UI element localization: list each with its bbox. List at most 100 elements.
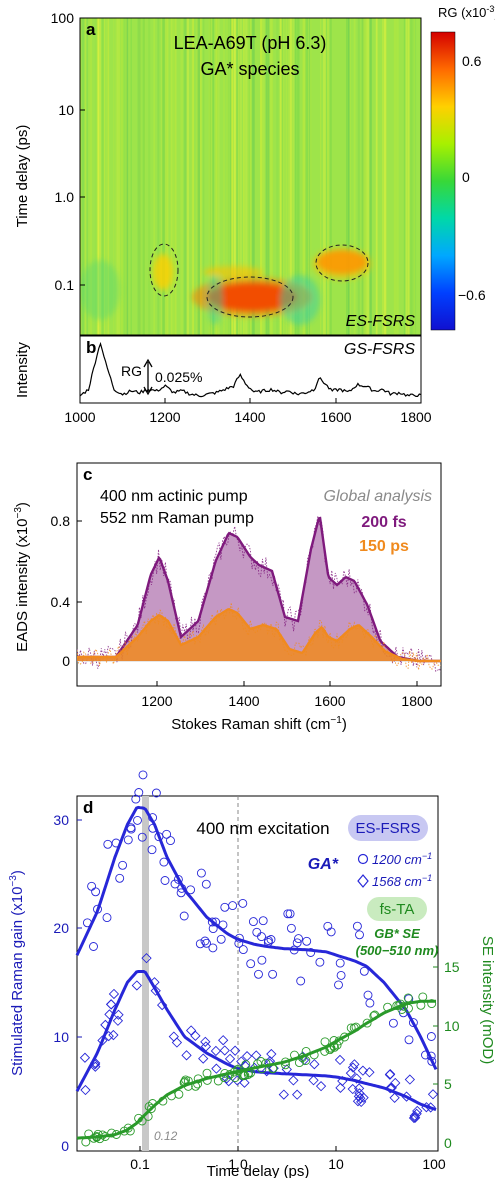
y-tick-label: 0.1 [55,277,75,293]
panel-a-title-line1: LEA-A69T (pH 6.3) [174,33,327,53]
heatmap-texture [80,18,417,335]
data-point [102,913,112,923]
heatmap-streak [97,18,100,335]
fit-curve-2 [76,999,436,1140]
data-point [266,1048,277,1060]
panel-a-letter: a [86,20,96,39]
heatmap-streak [243,18,245,335]
heatmap-streak [140,18,142,335]
data-point [115,873,125,883]
gs-fsrs-spectrum [79,341,422,398]
heatmap-streak [237,18,240,335]
heatmap-streak [304,18,306,335]
data-point [351,1073,362,1084]
data-point [208,943,218,953]
data-point [170,879,180,889]
data-point [112,1015,124,1026]
data-point [160,876,170,885]
data-point [218,1035,229,1046]
panel-c-xticks: 1200 1400 1600 1800 [141,681,433,709]
data-point [174,1089,184,1099]
data-point [357,1065,369,1076]
panel-b-xticks: 1000 1200 1400 1600 1800 [64,398,432,425]
data-point [359,966,369,976]
data-point [353,1083,365,1094]
heatmap-streak [269,18,272,335]
colorbar: RG (x10-3) 0.6 0 −0.6 [430,4,495,331]
data-point [349,1059,360,1070]
y-tick-label: 10 [53,1029,69,1045]
heatmap-streak [233,18,237,335]
panel-c-text-line1: 400 nm actinic pump [100,488,248,505]
heatmap-streak [363,18,365,335]
heatmap-streak [403,18,406,335]
data-point [97,1035,108,1046]
heatmap-streak [283,18,285,335]
heatmap-streak [281,18,283,335]
data-point [334,980,343,990]
panel-b: b GS-FSRS Intensity RG 0.025% 1000 1200 … [14,335,432,425]
panel-c-letter: c [83,465,92,484]
data-point [185,1025,197,1036]
heatmap-streak [130,18,132,335]
data-point [389,1092,400,1103]
data-point [166,836,175,846]
data-point [89,942,98,951]
heatmap-streak [309,18,311,335]
data-point [296,976,306,986]
heatmap-streak [407,18,410,335]
data-point [150,985,161,996]
x-tick-label: 0.1 [130,1156,150,1172]
data-point [131,980,142,991]
panel-d-yticks-left: 30 20 10 0 [53,812,82,1154]
heatmap-streak [86,18,89,335]
data-point [246,959,256,969]
x-tick-label: 1200 [141,693,172,709]
scale-bar-value: 0.025% [155,369,202,385]
data-point [427,999,437,1009]
heatmap-streak [292,18,294,335]
legend-entry: 150 ps [359,538,409,555]
heatmap-streak [233,18,237,335]
heatmap-streak [238,18,240,335]
heatmap-streak [104,18,106,335]
data-point [196,868,206,878]
heatmap-streak [263,18,265,335]
heatmap-streak [288,18,290,335]
data-point [347,1062,359,1073]
pill-es-fsrs [348,815,428,841]
heatmap-streak [106,18,110,335]
data-point [151,788,161,798]
panel-d-xticks: 0.1 1.0 10 100 [130,1146,446,1172]
data-point [202,938,211,948]
data-point [320,1037,330,1047]
heatmap-streak [123,18,126,335]
data-point [248,917,258,927]
data-point [409,1110,420,1121]
data-point [264,1058,275,1069]
heatmap-streak [99,18,101,335]
heatmap-streak [329,18,332,335]
data-point [228,901,238,911]
data-point [171,1037,183,1048]
heatmap-streak [226,18,229,335]
data-point [113,1009,124,1020]
data-point [200,936,210,946]
panel-d-title: 400 nm excitation [196,819,329,838]
eads-fit-0 [77,516,441,663]
data-point [232,1075,243,1086]
heatmap-streak [88,18,90,335]
heatmap-streak [276,18,279,335]
panel-c-ylabel: EADS intensity (x10−3) [13,502,31,652]
heatmap-streak [263,18,266,335]
panel-c: c 400 nm actinic pump 552 nm Raman pump … [13,462,442,733]
panel-a: a LEA-A69T (pH 6.3) GA* species ES-FSRS … [14,4,495,336]
data-point [292,1089,303,1100]
dashed-ellipse-1200 [149,243,179,297]
heatmap-streak [252,18,255,335]
data-point [385,1083,396,1094]
heatmap-streak [295,18,297,335]
heatmap-streak [291,18,293,335]
fit-curve-0 [75,805,438,1071]
heatmap-streak [271,18,274,335]
